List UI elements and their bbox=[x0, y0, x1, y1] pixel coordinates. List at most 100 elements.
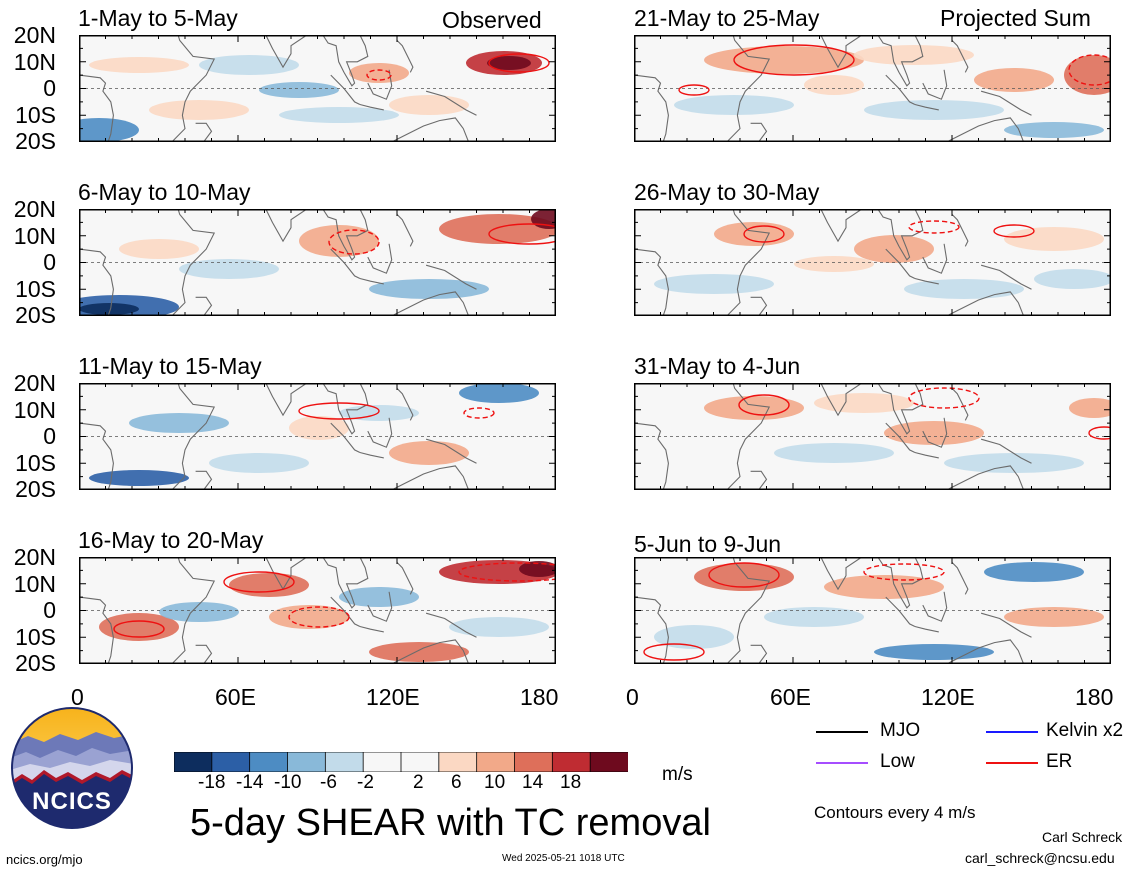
lat-label-20n-r3: 20N bbox=[13, 370, 56, 396]
lat-label-20n-r4: 20N bbox=[13, 544, 56, 570]
lon-label-120e-left: 120E bbox=[366, 684, 420, 710]
coastline bbox=[877, 35, 924, 87]
legend-line-er bbox=[986, 762, 1038, 764]
lon-label-180-right: 180 bbox=[1075, 684, 1114, 710]
shading-region bbox=[714, 222, 794, 246]
shading-region bbox=[874, 644, 994, 660]
shading-region bbox=[814, 393, 914, 413]
lat-label-0-r2: 0 bbox=[43, 249, 56, 275]
shading-region bbox=[229, 573, 309, 597]
er-contour bbox=[643, 643, 705, 661]
legend-label-low: Low bbox=[880, 751, 915, 772]
coastline bbox=[425, 438, 477, 464]
coastline bbox=[951, 562, 969, 595]
shading-region bbox=[459, 383, 539, 403]
coastline bbox=[230, 35, 309, 69]
coastline bbox=[330, 74, 361, 105]
lat-label-20s-r1: 20S bbox=[15, 128, 56, 154]
shading-region bbox=[944, 453, 1084, 473]
shading-region bbox=[774, 443, 894, 463]
er-contour bbox=[488, 53, 550, 73]
er-contour bbox=[863, 563, 945, 581]
lat-label-10s-r3: 10S bbox=[15, 450, 56, 476]
coastline bbox=[922, 69, 948, 100]
legend-line-kelvin bbox=[986, 731, 1038, 733]
lat-label-20s-r3: 20S bbox=[15, 476, 56, 502]
shading-region bbox=[339, 587, 419, 607]
colorbar-swatch bbox=[589, 752, 628, 772]
shading-region bbox=[199, 55, 299, 75]
shading-region bbox=[389, 95, 469, 115]
colorbar-swatch bbox=[551, 752, 592, 772]
coastline bbox=[359, 451, 384, 459]
shading-region bbox=[884, 421, 984, 445]
site-link[interactable]: ncics.org/mjo bbox=[6, 852, 83, 867]
observed-tag: Observed bbox=[442, 7, 542, 33]
legend-label-mjo: MJO bbox=[880, 720, 921, 741]
coastline bbox=[785, 557, 864, 591]
shading-region bbox=[519, 561, 556, 577]
colorbar-swatch bbox=[249, 752, 289, 772]
lat-label-0-r1: 0 bbox=[43, 75, 56, 101]
coastline bbox=[885, 422, 916, 453]
coastline bbox=[877, 209, 924, 261]
author-email[interactable]: carl_schreck@ncsu.edu bbox=[965, 850, 1115, 866]
ncics-logo bbox=[11, 707, 133, 829]
coastline bbox=[79, 74, 114, 142]
er-contour bbox=[678, 84, 710, 96]
shading-region bbox=[289, 416, 349, 440]
coastline bbox=[980, 264, 1032, 290]
coastline bbox=[877, 383, 924, 435]
coastline bbox=[713, 209, 771, 316]
map-panel-5 bbox=[79, 383, 556, 490]
coastline bbox=[390, 465, 470, 490]
map-panel-7 bbox=[79, 557, 556, 664]
lat-label-0-r4: 0 bbox=[43, 597, 56, 623]
coastline bbox=[390, 639, 470, 664]
coastline bbox=[396, 562, 414, 595]
panel-title-6: 31-May to 4-Jun bbox=[634, 353, 801, 379]
coastline bbox=[195, 470, 213, 490]
coastline bbox=[951, 40, 969, 73]
shading-region bbox=[654, 625, 734, 649]
panel-title-4: 26-May to 30-May bbox=[634, 179, 820, 205]
coastline bbox=[634, 248, 669, 316]
shading-region bbox=[904, 279, 1024, 299]
timestamp: Wed 2025-05-21 1018 UTC bbox=[502, 853, 625, 864]
lat-label-10n-r2: 10N bbox=[13, 223, 56, 249]
shading-region bbox=[1004, 607, 1104, 627]
coastline bbox=[359, 277, 384, 285]
er-contour bbox=[743, 225, 785, 243]
colorbar-swatch bbox=[287, 752, 327, 772]
coastline bbox=[396, 388, 414, 421]
projected-tag: Projected Sum bbox=[940, 5, 1091, 31]
shading-region bbox=[89, 470, 189, 486]
shading-region bbox=[674, 95, 794, 115]
panel-title-3: 6-May to 10-May bbox=[78, 179, 251, 205]
colorbar-tick-7: 6 bbox=[451, 772, 462, 793]
shading-region bbox=[349, 63, 409, 83]
legend-line-low bbox=[816, 762, 868, 764]
shading-region bbox=[119, 239, 199, 259]
coastline bbox=[367, 243, 393, 274]
shading-region bbox=[79, 303, 139, 315]
map-panel-8 bbox=[634, 557, 1111, 664]
coastline bbox=[922, 417, 948, 448]
coastline bbox=[425, 264, 477, 290]
shading-region bbox=[854, 235, 934, 263]
lat-label-10n-r3: 10N bbox=[13, 397, 56, 423]
coastline bbox=[330, 248, 361, 279]
panel-title-8: 5-Jun to 9-Jun bbox=[634, 531, 782, 557]
coastline bbox=[945, 117, 1025, 142]
lon-label-0-right: 0 bbox=[626, 684, 639, 710]
coastline bbox=[980, 612, 1032, 638]
shading-region bbox=[1004, 122, 1104, 138]
coastline bbox=[914, 625, 939, 633]
legend-label-kelvin: Kelvin x2 bbox=[1046, 720, 1124, 741]
coastline bbox=[750, 122, 768, 142]
coastline bbox=[79, 596, 114, 664]
shading-region bbox=[487, 56, 531, 70]
lon-label-120e-right: 120E bbox=[921, 684, 975, 710]
coastline bbox=[750, 470, 768, 490]
shading-region bbox=[149, 100, 249, 120]
